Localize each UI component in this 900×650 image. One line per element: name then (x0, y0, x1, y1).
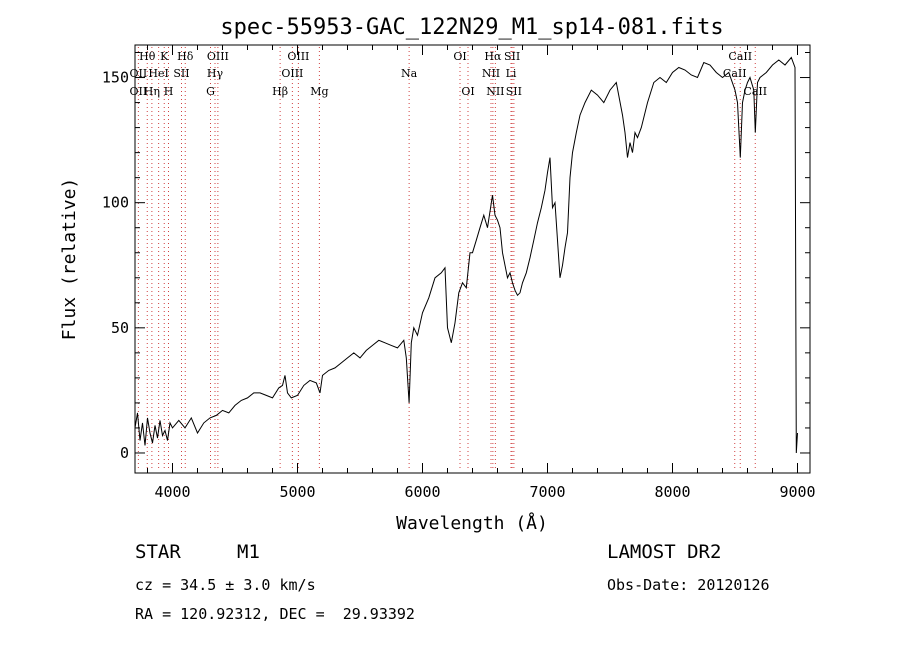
spectral-line-label: Hη (144, 85, 160, 98)
y-tick-label: 150 (102, 69, 129, 87)
observation-date: Obs-Date: 20120126 (607, 576, 770, 594)
spectral-line-label: Hδ (177, 50, 194, 63)
spectral-line-label: CaII (728, 50, 752, 63)
spectral-line-label: OIII (281, 67, 303, 80)
y-tick-label: 50 (111, 319, 129, 337)
spectral-line-label: OIII (287, 50, 309, 63)
x-tick-label: 7000 (529, 483, 565, 501)
spectral-line-label: H (164, 85, 174, 98)
spectral-line-label: SII (504, 50, 520, 63)
spectral-line-label: Hθ (139, 50, 156, 63)
spectral-line-label: NII (486, 85, 504, 98)
x-tick-label: 9000 (779, 483, 815, 501)
redshift-velocity: cz = 34.5 ± 3.0 km/s (135, 576, 316, 594)
survey-name: LAMOST DR2 (607, 541, 722, 563)
spectral-line-label: Li (506, 67, 517, 80)
spectral-line-label: Hβ (272, 85, 288, 98)
y-axis-label: Flux (relative) (59, 178, 80, 341)
object-class: STAR (135, 541, 181, 563)
spectral-line-label: Na (401, 67, 418, 80)
spectrum-line (134, 56, 798, 454)
spectral-line-label: OII (130, 67, 148, 80)
x-axis-label: Wavelength (Å) (396, 512, 548, 534)
x-tick-label: 6000 (404, 483, 440, 501)
plot-frame (134, 44, 811, 474)
x-tick-label: 5000 (279, 483, 315, 501)
line-markers-layer (137, 47, 756, 471)
y-tick-label: 0 (120, 444, 129, 462)
spectral-line-label: OIII (207, 50, 229, 63)
y-tick-label: 100 (102, 194, 129, 212)
object-subclass: M1 (237, 541, 260, 563)
spectral-line-label: OI (461, 85, 474, 98)
chart-title: spec-55953-GAC_122N29_M1_sp14-081.fits (220, 15, 723, 40)
spectral-line-label: OII (130, 85, 148, 98)
spectral-line-label: G (206, 85, 215, 98)
spectral-line-label: Hγ (207, 67, 224, 80)
x-tick-label: 8000 (654, 483, 690, 501)
spectral-line-label: CaII (743, 85, 767, 98)
axis-ticks-layer: 4000 5000 6000 7000 8000 9000 0 50 100 150 (102, 45, 816, 501)
spectral-line-label: NII (482, 67, 500, 80)
ra-dec-coordinates: RA = 120.92312, DEC = 29.93392 (135, 605, 415, 623)
spectral-line-label: CaII (723, 67, 747, 80)
spectral-line-label: K (160, 50, 169, 63)
spectral-line-label: SII (506, 85, 522, 98)
spectral-line-label: Mg (310, 85, 328, 98)
spectral-line-label: HeI (148, 67, 168, 80)
spectral-line-label: Hα (484, 50, 502, 63)
x-tick-label: 4000 (154, 483, 190, 501)
spectral-line-label: SII (173, 67, 189, 80)
spectral-line-label: OI (453, 50, 466, 63)
